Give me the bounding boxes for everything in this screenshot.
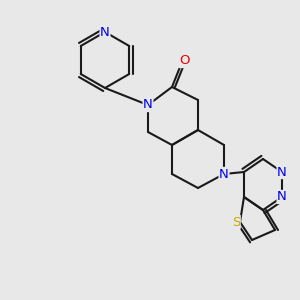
Text: N: N [277,166,287,178]
Text: N: N [219,167,229,181]
Text: N: N [143,98,153,112]
Text: O: O [179,55,189,68]
Text: N: N [277,190,287,203]
Text: S: S [232,215,240,229]
Text: N: N [100,26,110,38]
